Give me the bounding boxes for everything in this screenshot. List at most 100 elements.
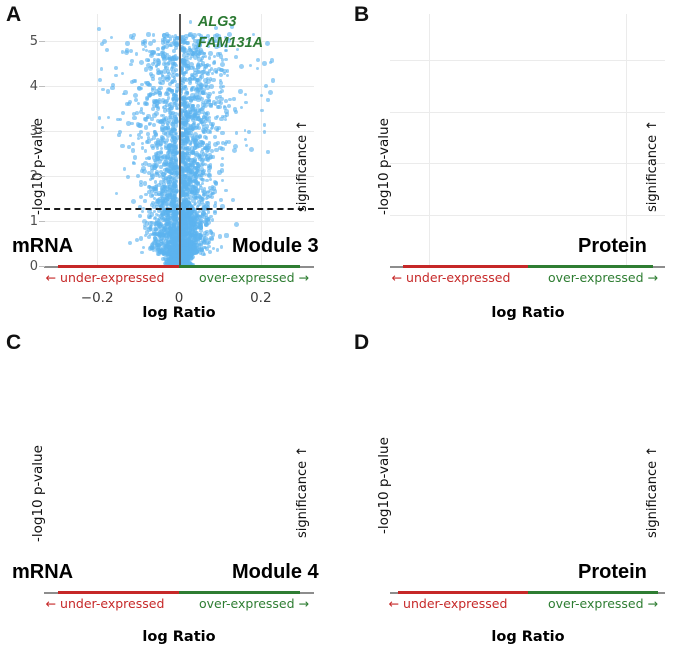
data-point [161, 257, 166, 262]
data-point [197, 76, 202, 81]
data-point [137, 86, 143, 92]
data-point [238, 64, 244, 69]
data-point [214, 147, 219, 153]
data-point [196, 236, 201, 241]
assay-label-a: mRNA [12, 235, 74, 257]
data-point [219, 116, 224, 122]
data-point [168, 101, 174, 106]
data-point [161, 46, 165, 50]
data-point [225, 73, 229, 77]
data-point [202, 211, 207, 215]
data-point [154, 111, 160, 117]
data-point [164, 125, 169, 130]
over-expressed-label-d: over-expressed → [547, 596, 659, 611]
data-point [262, 61, 268, 66]
data-point [196, 203, 200, 207]
data-point [120, 111, 125, 116]
data-point [147, 41, 153, 47]
data-point [203, 84, 208, 88]
data-point [205, 85, 210, 90]
data-point [139, 60, 145, 66]
data-point [264, 83, 269, 88]
data-point [149, 177, 153, 182]
data-point [153, 140, 158, 145]
data-point [175, 175, 179, 180]
data-point [125, 174, 130, 180]
data-point [160, 50, 164, 55]
data-point [183, 143, 187, 147]
data-point [220, 146, 225, 152]
data-point [154, 183, 159, 188]
data-point [101, 88, 105, 92]
data-point [161, 233, 166, 237]
data-point [218, 54, 223, 59]
y-axis-tick: 3 [29, 124, 38, 139]
data-point [141, 245, 146, 250]
data-point [172, 41, 177, 46]
data-point [163, 91, 169, 97]
data-point [161, 136, 166, 140]
under-expressed-bar-d [398, 591, 528, 594]
data-point [193, 201, 197, 205]
data-point [187, 139, 193, 145]
gene-label-alg3: ALG3 [197, 14, 237, 31]
data-point [223, 99, 228, 104]
data-point [243, 128, 247, 132]
data-point [170, 120, 174, 125]
data-point [206, 164, 211, 168]
data-point [188, 182, 193, 188]
panel-letter-b: B [354, 3, 370, 26]
x-axis-label-d: log Ratio [491, 629, 565, 645]
data-point [203, 126, 209, 131]
data-point [126, 120, 131, 126]
data-point [168, 214, 173, 219]
data-point [133, 79, 138, 83]
data-point [210, 218, 214, 222]
y-axis-label-b: -log10 p-value [376, 118, 392, 215]
data-point [144, 230, 149, 235]
data-point [232, 107, 237, 112]
data-point [162, 178, 166, 182]
data-point [231, 198, 236, 203]
data-point [153, 216, 157, 220]
data-point [207, 55, 212, 60]
data-point [131, 32, 137, 37]
data-point [128, 34, 134, 39]
data-point [184, 146, 189, 151]
panel-c: C -log10 p-value significance ↑ mRNA Mod… [0, 330, 340, 648]
data-point [189, 166, 194, 172]
data-point [211, 60, 216, 65]
significance-threshold-line [44, 207, 314, 210]
data-point [159, 142, 163, 146]
data-point [156, 138, 161, 143]
data-point [210, 194, 215, 199]
data-point [224, 233, 229, 238]
data-point [161, 172, 166, 177]
data-point [157, 183, 162, 188]
data-point [187, 81, 193, 86]
over-expressed-bar-b [528, 265, 653, 268]
data-point [194, 190, 200, 195]
data-point [166, 75, 171, 80]
data-point [213, 201, 218, 205]
data-point [99, 67, 104, 71]
data-point [219, 168, 225, 173]
data-point [120, 50, 125, 54]
data-point [236, 47, 240, 52]
data-point [198, 214, 203, 218]
data-point [160, 53, 166, 58]
data-point [195, 65, 201, 70]
data-point [158, 170, 163, 175]
data-point [206, 237, 211, 243]
data-point [211, 77, 216, 82]
data-point [131, 35, 136, 40]
y-axis-tick-mark [39, 41, 45, 42]
data-point [133, 92, 138, 98]
data-point [207, 140, 212, 145]
data-point [194, 78, 198, 82]
data-point [219, 61, 225, 67]
y-axis-tick: 2 [29, 169, 38, 184]
data-point [220, 163, 225, 168]
x-axis-tick: 0 [174, 290, 184, 306]
data-point [149, 212, 154, 217]
